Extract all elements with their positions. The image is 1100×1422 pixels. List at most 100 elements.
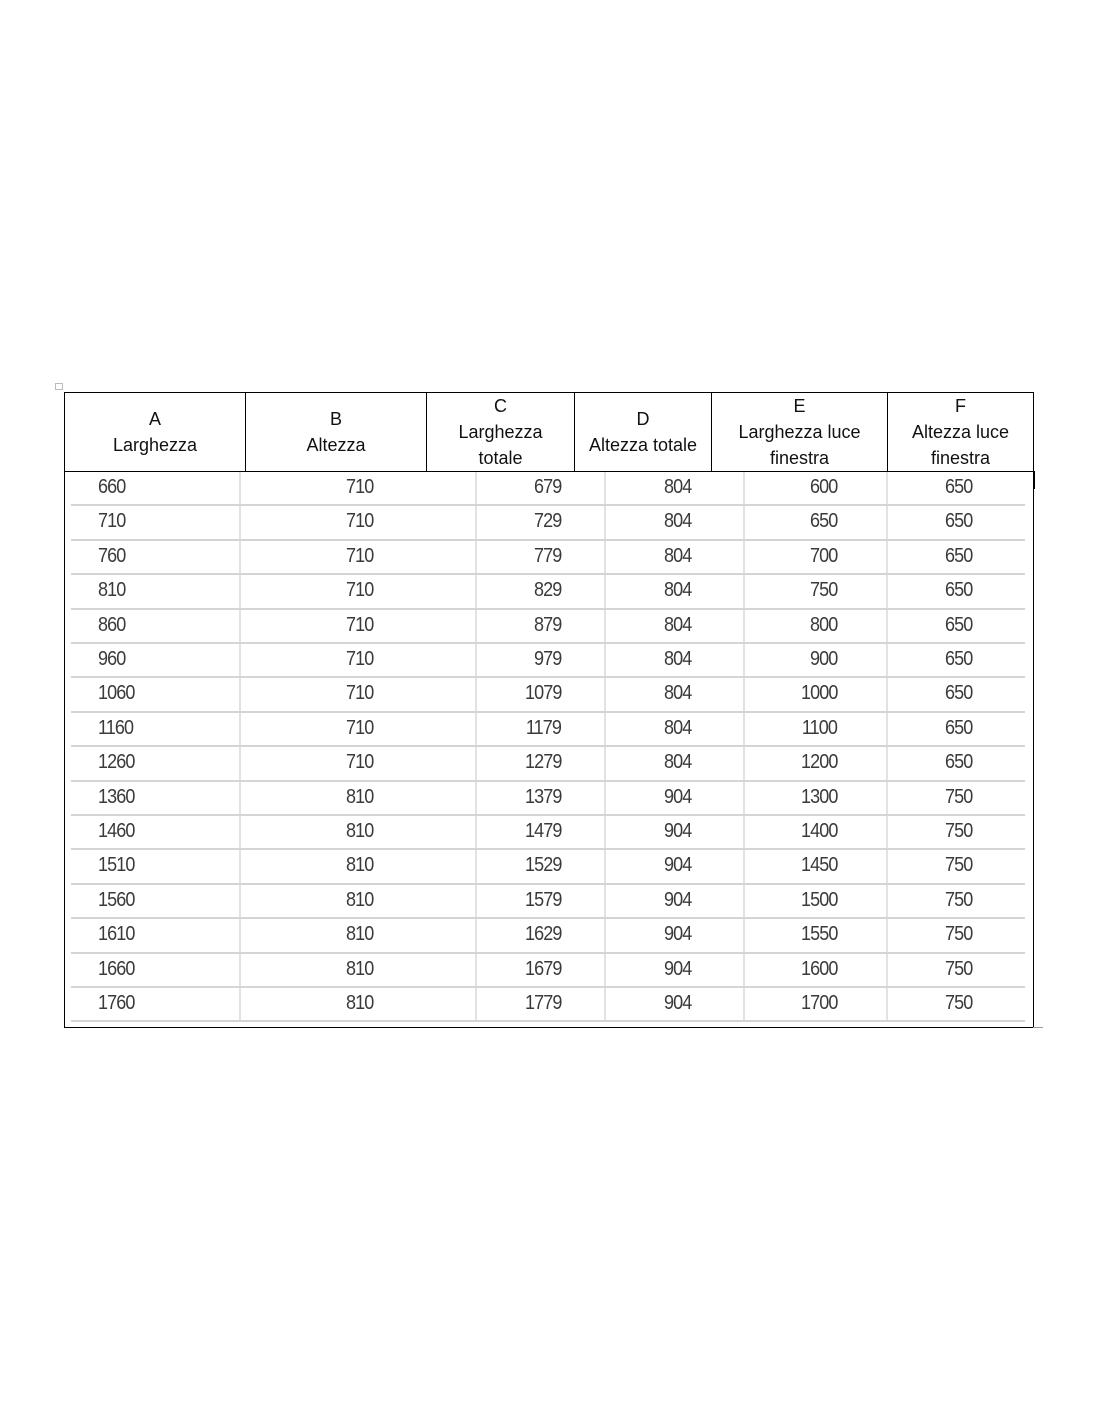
table-row: 1360 810 1379 904 1300 750 [71,782,1025,816]
table-cell-d: 804 [663,510,692,533]
table-cell-d: 904 [663,957,692,980]
table-cell-d: 904 [663,992,692,1014]
table-cell-b: 710 [345,613,374,636]
table-cell-c: 879 [533,613,562,636]
table-cell-d: 804 [663,476,692,498]
header-b: B Altezza [246,393,427,471]
table-cell-f: 650 [944,476,973,498]
table-cell-d: 904 [663,854,692,877]
table-cell-e: 1500 [800,888,838,911]
table-cell-a: 760 [98,544,126,567]
table-cell-f: 650 [944,544,973,567]
table-cell-c: 1629 [524,923,562,946]
table-row: 1560 810 1579 904 1500 750 [71,885,1025,920]
table-cell-e: 700 [809,544,838,567]
table-cell-f: 650 [944,579,973,602]
table-row: 960 710 979 804 900 650 [71,644,1025,679]
table-row: 1160 710 1179 804 1100 650 [71,713,1025,748]
table-cell-a: 1760 [98,992,135,1014]
table-cell-b: 710 [345,579,374,602]
table-cell-d: 804 [663,682,692,705]
table-cell-d: 904 [663,820,692,842]
table-cell-f: 650 [944,648,973,670]
table-row: 1060 710 1079 804 1000 650 [71,678,1025,713]
table-cell-e: 1100 [801,716,838,739]
table-cell-a: 1060 [98,682,135,705]
table-row: 860 710 879 804 800 650 [71,610,1025,644]
header-letter: B [329,409,342,429]
table-cell-c: 1479 [524,820,562,842]
table-cell-c: 1579 [524,888,562,911]
table-edge-mark [1033,471,1035,489]
table-cell-a: 660 [98,476,126,498]
table-cell-c: 1379 [524,785,562,808]
table-cell-b: 810 [345,854,374,877]
table-cell-f: 750 [944,854,973,877]
table-cell-c: 679 [533,476,562,498]
table-row: 1260 710 1279 804 1200 650 [71,747,1025,782]
header-label: Larghezza [112,435,198,455]
table-row: 1760 810 1779 904 1700 750 [71,988,1025,1023]
table-body: 660 710 679 804 600 650 710 710 729 804 650 650 760 7… [65,472,1033,1027]
table-cell-f: 650 [944,510,973,533]
table-cell-e: 1700 [800,992,838,1014]
table-cell-e: 1000 [800,682,838,705]
table-cell-e: 750 [809,579,838,602]
table-cell-e: 900 [809,648,838,670]
table-cell-b: 810 [345,785,374,808]
table-cell-d: 804 [663,613,692,636]
table-row: 1660 810 1679 904 1600 750 [71,954,1025,988]
table-cell-f: 750 [944,957,973,980]
header-letter: A [148,409,161,429]
table-cell-a: 1460 [98,820,135,842]
table-cell-c: 1179 [525,716,562,739]
table-cell-b: 710 [345,510,374,533]
table-cell-e: 1400 [800,820,838,842]
table-cell-b: 710 [345,682,374,705]
header-letter: C [494,396,507,416]
table-cell-a: 960 [98,648,126,670]
header-c: C Larghezza totale [427,393,575,471]
table-cell-a: 710 [98,510,126,533]
table-cell-a: 1260 [98,751,135,774]
table-cell-d: 904 [663,888,692,911]
table-corner-mark [1033,1027,1043,1028]
table-cell-c: 1279 [524,751,562,774]
table-cell-d: 804 [663,751,692,774]
header-f: F Altezza luce finestra [888,393,1033,471]
table-row: 1510 810 1529 904 1450 750 [71,850,1025,885]
table-cell-b: 710 [345,476,374,498]
table-cell-f: 650 [944,682,973,705]
table-cell-d: 904 [663,923,692,946]
header-letter: E [793,396,806,416]
table-cell-b: 710 [345,716,374,739]
table-cell-a: 810 [98,579,126,602]
table-cell-f: 750 [944,820,973,842]
table-cell-f: 750 [944,992,973,1014]
header-d: D Altezza totale [575,393,712,471]
table-cell-f: 750 [944,785,973,808]
table-cell-d: 804 [663,579,692,602]
header-label: Altezza [306,435,366,455]
table-cell-e: 1600 [800,957,838,980]
table-cell-e: 600 [809,476,838,498]
table-cell-d: 804 [663,648,692,670]
table-cell-b: 810 [345,820,374,842]
table-cell-e: 650 [809,510,838,533]
table-cell-a: 860 [98,613,126,636]
table-cell-e: 1450 [800,854,838,877]
table-cell-c: 729 [533,510,562,533]
table-cell-b: 810 [345,923,374,946]
table-cell-a: 1610 [98,923,135,946]
table-cell-e: 1550 [800,923,838,946]
table-cell-d: 904 [663,785,692,808]
header-e: E Larghezza luce finestra [712,393,888,471]
table-cell-b: 710 [345,648,374,670]
table-cell-d: 804 [663,544,692,567]
header-a: A Larghezza [65,393,246,471]
header-label: Altezza luce finestra [911,422,1010,468]
table-cell-c: 979 [533,648,562,670]
table-cell-f: 650 [944,613,973,636]
header-letter: D [636,409,650,429]
